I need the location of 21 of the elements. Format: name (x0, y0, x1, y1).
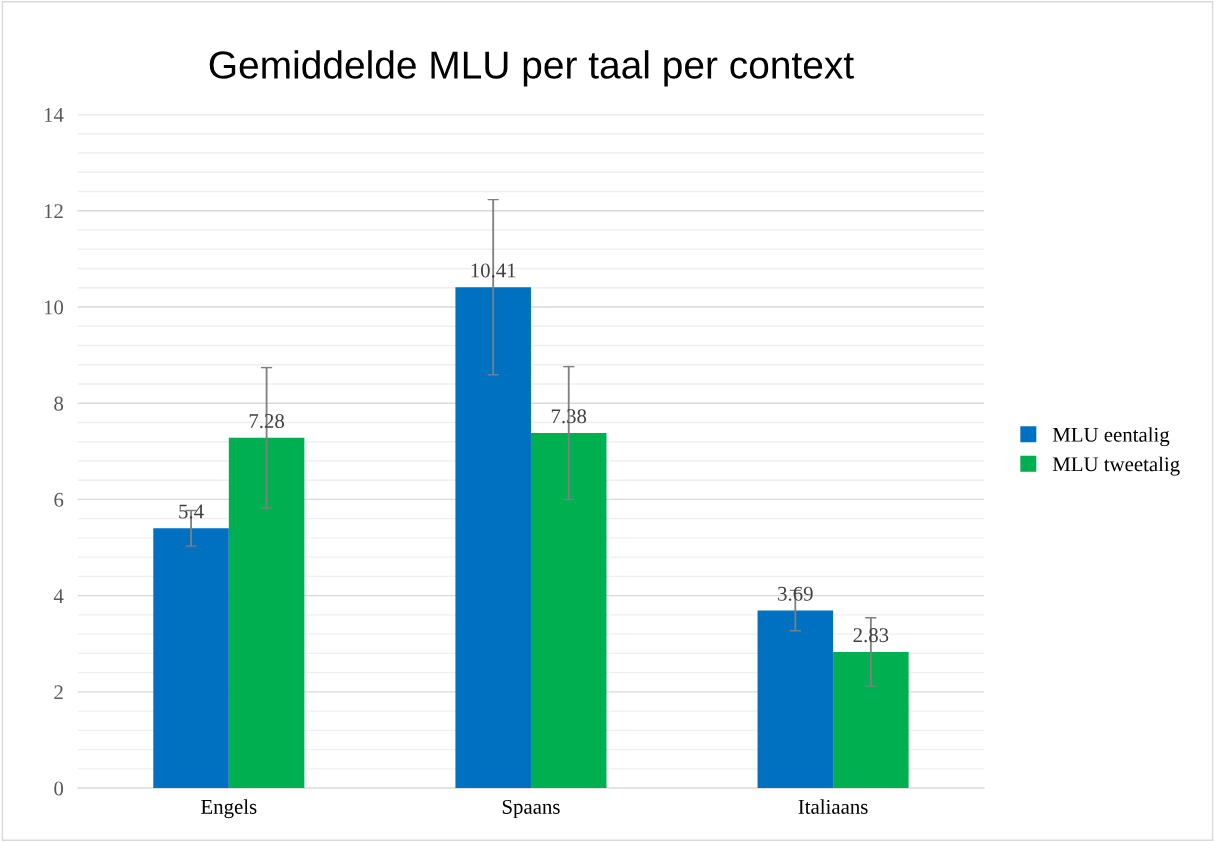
bar (228, 437, 305, 789)
bar (455, 287, 531, 789)
bar (153, 528, 229, 789)
y-tick-label: 12 (44, 204, 63, 218)
y-tick-label: 8 (54, 396, 64, 411)
y-tick-label: 0 (54, 781, 64, 796)
legend-label: MLU tweetalig (1052, 456, 1180, 476)
x-tick-label: Engels (201, 799, 257, 819)
data-label: 5.4 (179, 504, 204, 519)
legend-label: MLU eentalig (1052, 427, 1170, 447)
y-tick-label: 10 (44, 300, 64, 315)
chart-title: Gemiddelde MLU per taal per context (209, 50, 854, 87)
bar (833, 651, 909, 789)
y-tick-label: 2 (54, 685, 63, 700)
x-tick-label: Italiaans (798, 799, 868, 814)
y-tick-label: 14 (44, 107, 64, 122)
bar (530, 433, 607, 789)
bar (757, 610, 834, 789)
x-tick-label: Spaans (502, 799, 560, 819)
y-tick-label: 4 (53, 589, 64, 603)
y-tick-label: 6 (54, 492, 64, 507)
